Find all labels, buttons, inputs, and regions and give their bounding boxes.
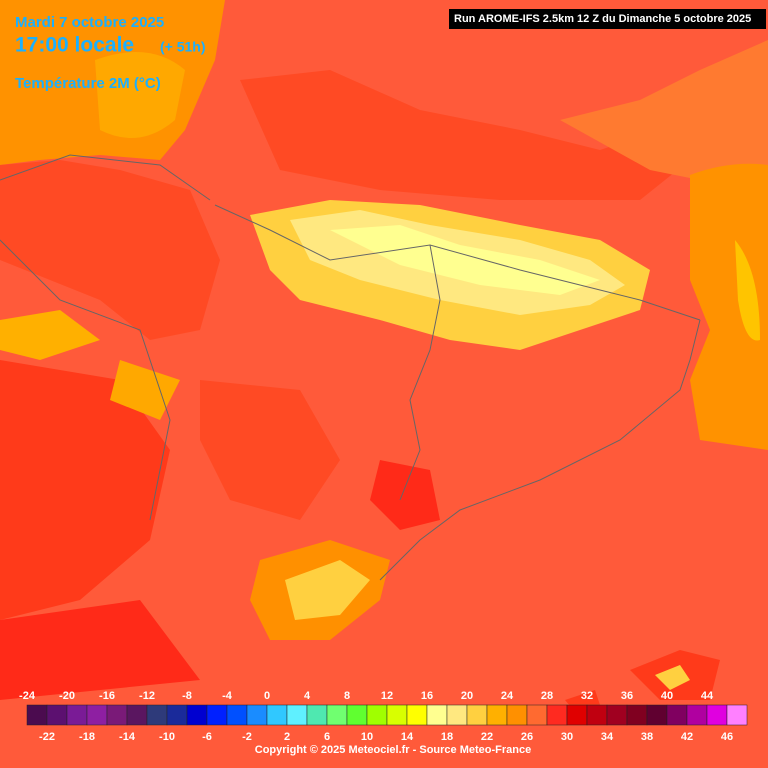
scale-label: -8: [182, 690, 192, 702]
scale-label: 28: [541, 690, 553, 702]
scale-label: -24: [19, 690, 36, 702]
scale-label: 2: [284, 731, 290, 743]
copyright: Copyright © 2025 Meteociel.fr - Source M…: [255, 744, 531, 756]
scale-label: 8: [344, 690, 350, 702]
scale-label: -4: [222, 690, 233, 702]
scale-label: -12: [139, 690, 155, 702]
scale-swatch: [86, 704, 108, 726]
scale-label: 12: [381, 690, 393, 702]
scale-swatch: [66, 704, 88, 726]
scale-label: -6: [202, 731, 212, 743]
scale-label: 34: [601, 731, 614, 743]
scale-swatch: [566, 704, 588, 726]
scale-label: 6: [324, 731, 330, 743]
scale-label: 20: [461, 690, 473, 702]
scale-label: 36: [621, 690, 633, 702]
scale-swatch: [266, 704, 288, 726]
scale-swatch: [406, 704, 428, 726]
scale-label: 46: [721, 731, 733, 743]
scale-swatch: [286, 704, 308, 726]
forecast-date: Mardi 7 octobre 2025: [15, 14, 164, 31]
scale-label: 18: [441, 731, 453, 743]
scale-label: -18: [79, 731, 95, 743]
scale-swatch: [126, 704, 148, 726]
scale-label: -14: [119, 731, 136, 743]
scale-label: -2: [242, 731, 252, 743]
scale-swatch: [206, 704, 228, 726]
forecast-time: 17:00 locale: [15, 34, 134, 57]
scale-label: 42: [681, 731, 693, 743]
scale-swatch: [486, 704, 508, 726]
scale-swatch: [366, 704, 388, 726]
scale-label: -16: [99, 690, 115, 702]
scale-swatch: [506, 704, 528, 726]
scale-label: 40: [661, 690, 673, 702]
scale-swatch: [26, 704, 48, 726]
scale-swatch: [226, 704, 248, 726]
scale-swatch: [446, 704, 468, 726]
scale-label: 14: [401, 731, 414, 743]
scale-label: 0: [264, 690, 270, 702]
scale-label: 44: [701, 690, 714, 702]
scale-label: 24: [501, 690, 514, 702]
forecast-lead: (+ 51h): [160, 39, 206, 55]
scale-swatch: [426, 704, 448, 726]
scale-swatch: [326, 704, 348, 726]
scale-swatch: [466, 704, 488, 726]
scale-swatch: [646, 704, 668, 726]
scale-swatch: [166, 704, 188, 726]
scale-label: 26: [521, 731, 533, 743]
scale-swatch: [726, 704, 748, 726]
scale-swatch: [586, 704, 608, 726]
scale-swatch: [706, 704, 728, 726]
scale-swatch: [186, 704, 208, 726]
scale-label: 32: [581, 690, 593, 702]
scale-swatch: [686, 704, 708, 726]
scale-label: 4: [304, 690, 311, 702]
scale-label: 22: [481, 731, 493, 743]
run-box: [449, 9, 766, 29]
scale-swatch: [666, 704, 688, 726]
scale-swatch: [146, 704, 168, 726]
header: Mardi 7 octobre 2025 17:00 locale (+ 51h…: [15, 9, 766, 92]
scale-swatch: [106, 704, 128, 726]
scale-swatch: [526, 704, 548, 726]
scale-label: -10: [159, 731, 175, 743]
scale-label: -22: [39, 731, 55, 743]
scale-swatch: [246, 704, 268, 726]
scale-swatch: [546, 704, 568, 726]
scale-swatch: [346, 704, 368, 726]
scale-label: 38: [641, 731, 653, 743]
color-scale: -24-22-20-18-16-14-12-10-8-6-4-202468101…: [19, 690, 748, 743]
scale-label: 16: [421, 690, 433, 702]
scale-label: 30: [561, 731, 573, 743]
scale-swatch: [386, 704, 408, 726]
run-info: Run AROME-IFS 2.5km 12 Z du Dimanche 5 o…: [454, 13, 751, 25]
variable-name: Température 2M (°C): [15, 75, 161, 92]
scale-swatch: [606, 704, 628, 726]
scale-swatch: [46, 704, 68, 726]
scale-swatch: [306, 704, 328, 726]
scale-label: -20: [59, 690, 75, 702]
scale-swatch: [626, 704, 648, 726]
scale-label: 10: [361, 731, 373, 743]
